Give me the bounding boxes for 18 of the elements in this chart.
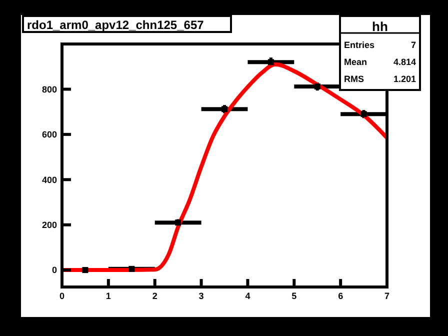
x-tick-label: 5 (292, 291, 297, 301)
x-tick-label: 4 (245, 291, 250, 301)
x-tick-label: 1 (106, 291, 111, 301)
text: hh (372, 19, 388, 34)
text: Entries 7 (344, 40, 416, 50)
x-tick-label: 2 (152, 291, 158, 301)
y-tick-label: 400 (42, 174, 57, 185)
x-tick-label: 7 (384, 291, 390, 301)
x-tick-label: 3 (198, 291, 204, 301)
y-tick-label: 600 (42, 130, 57, 140)
y-tick-label: 800 (42, 84, 57, 94)
chart-title: rdo1_arm0_apv12_chn125_657 (27, 18, 204, 32)
x-tick-label: 6 (338, 291, 344, 301)
x-tick-label: 0 (59, 291, 65, 301)
y-tick-label: 0 (52, 265, 57, 276)
text: RMS 1.201 (344, 74, 416, 84)
y-tick-label: 200 (42, 220, 57, 230)
text: Mean 4.814 (344, 57, 416, 67)
